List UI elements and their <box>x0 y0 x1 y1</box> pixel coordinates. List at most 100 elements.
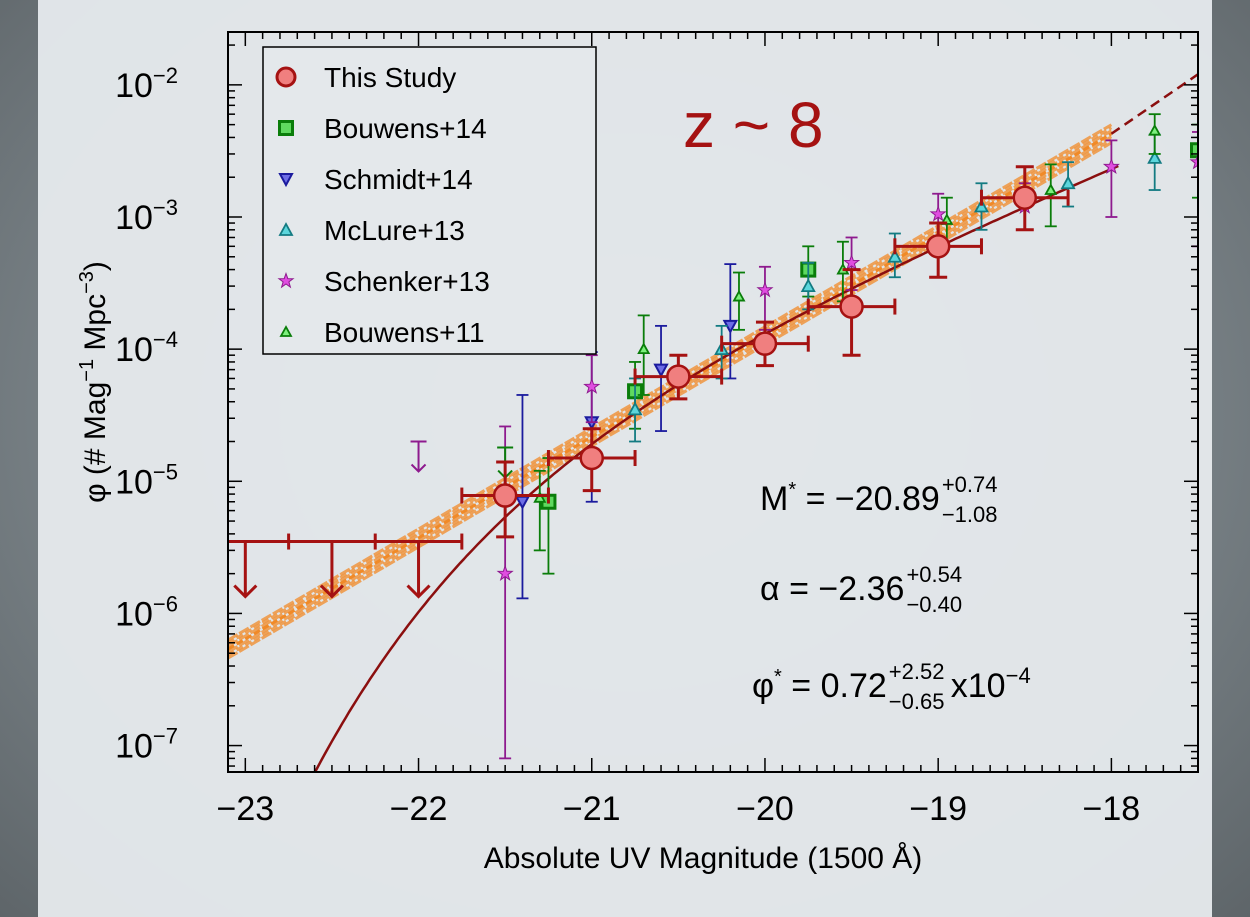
legend-label: Bouwens+14 <box>324 113 487 144</box>
y-tick-exponent: −5 <box>153 459 178 484</box>
schenker-13-upper-limit <box>410 440 427 473</box>
bouwens-11-point <box>1148 113 1162 155</box>
bouwens-11-marker <box>637 342 651 355</box>
schenker-13-marker <box>756 281 774 298</box>
y-tick-label: 10−7 <box>115 724 178 766</box>
schenker-13-point <box>583 354 601 424</box>
y-tick-exponent: −6 <box>153 591 178 616</box>
this-study-point <box>893 221 983 279</box>
y-tick-label: 10−4 <box>115 327 178 369</box>
schenker-13-marker <box>929 205 947 222</box>
x-tick-label: −22 <box>390 790 448 828</box>
mclure-13-marker <box>973 198 989 213</box>
power-law-band-line <box>228 141 1113 660</box>
x-tick-label: −23 <box>216 790 274 828</box>
param-tail-base: x10 <box>951 667 1006 705</box>
schenker-13-limit-arrow-head <box>410 463 427 473</box>
param-symbol: α <box>760 570 780 608</box>
this-study-marker <box>839 294 864 319</box>
y-axis-title-exp: −1 <box>76 359 98 382</box>
y-axis-title-part: ) <box>79 261 112 271</box>
schechter-fit-curve <box>313 164 1119 772</box>
schenker-13-marker <box>1189 153 1198 170</box>
legend-label: Bouwens+11 <box>324 317 485 348</box>
legend-label: Schenker+13 <box>324 266 490 297</box>
x-axis-title: Absolute UV Magnitude (1500 Å) <box>484 842 923 875</box>
param-value: = −20.89 <box>796 480 940 518</box>
y-tick-exponent: −4 <box>153 327 178 352</box>
param-lower-error: −0.40 <box>906 592 962 617</box>
this-study-point <box>806 268 897 357</box>
legend-item-mclure-13: McLure+13 <box>278 215 465 246</box>
param-phistar-text: φ* = 0.72 <box>752 666 887 705</box>
schenker-13-point <box>1102 139 1120 218</box>
this-study-limit-arrow-head <box>233 584 258 599</box>
legend-marker <box>278 173 294 188</box>
schenker-13-marker <box>583 377 601 394</box>
schenker-13-marker <box>496 564 514 581</box>
schenker-13-marker <box>842 253 861 271</box>
y-axis-title-exp: −3 <box>76 271 98 294</box>
mclure-13-marker <box>627 401 643 416</box>
param-mstar-text: M* = −20.89 <box>760 479 940 518</box>
power-law-extension-curve <box>1110 73 1198 135</box>
legend-item-bouwens-11: Bouwens+11 <box>279 317 485 348</box>
param-alpha: α = −2.36 +0.54 −0.40 <box>760 562 962 617</box>
mclure-13-marker <box>800 278 816 292</box>
param-mstar: M* = −20.89 +0.74 −1.08 <box>760 472 997 527</box>
param-upper-error: +0.74 <box>942 472 998 497</box>
param-tail: x10−4 <box>951 663 1031 705</box>
mclure-13-marker <box>1060 175 1076 190</box>
param-symbol: φ <box>752 667 774 705</box>
this-study-marker <box>925 234 951 259</box>
param-tail-exp: −4 <box>1006 663 1031 688</box>
y-tick-label: 10−6 <box>115 591 178 633</box>
y-axis-title: φ (# Mag−1 Mpc−3) <box>76 261 112 503</box>
this-study-limit-arrow-head <box>406 584 431 599</box>
this-study-limit-arrow-head <box>319 584 344 599</box>
this-study-point <box>979 165 1070 232</box>
bouwens-11-marker <box>1044 183 1058 195</box>
param-value: = −2.36 <box>780 570 905 608</box>
this-study-upper-limit <box>375 533 464 599</box>
schenker-13-point <box>756 265 774 331</box>
legend-item-bouwens-14: Bouwens+14 <box>278 113 487 144</box>
redshift-label: z ~ 8 <box>683 89 824 161</box>
this-study-marker <box>752 331 778 356</box>
legend-label: This Study <box>324 62 456 93</box>
legend-marker <box>277 271 295 289</box>
param-superscript: * <box>774 666 782 688</box>
param-symbol: M <box>760 480 788 518</box>
bouwens-11-point <box>533 469 547 552</box>
y-tick-label: 10−5 <box>115 459 178 501</box>
legend-marker <box>279 325 293 337</box>
param-lower-error: −0.65 <box>889 689 945 714</box>
this-study-marker <box>666 364 691 389</box>
power-law-band-line <box>228 126 1113 645</box>
legend-marker <box>275 66 297 88</box>
param-phistar: φ* = 0.72 +2.52 −0.65 x10−4 <box>752 659 1031 714</box>
legend-item-schenker-13: Schenker+13 <box>277 266 490 297</box>
legend-marker <box>278 222 294 236</box>
schmidt-14-marker <box>653 363 669 378</box>
power-law-band-line <box>228 129 1113 648</box>
schenker-13-marker <box>1102 157 1120 175</box>
param-alpha-text: α = −2.36 <box>760 570 904 608</box>
this-study-marker <box>1012 185 1038 210</box>
y-tick-exponent: −7 <box>153 724 178 749</box>
this-study-point <box>633 353 724 401</box>
mclure-13-point <box>627 377 643 443</box>
bouwens-11-point <box>637 314 651 396</box>
schmidt-14-point <box>653 324 669 432</box>
legend-item-schmidt-14: Schmidt+14 <box>278 164 473 195</box>
this-study-point <box>720 320 810 368</box>
mclure-13-marker <box>1147 150 1163 164</box>
y-axis-title-part: Mpc <box>79 294 112 359</box>
x-tick-label: −21 <box>563 790 621 828</box>
power-law-band-line <box>228 135 1113 654</box>
y-tick-label: 10−2 <box>115 63 178 105</box>
mclure-13-marker <box>887 248 903 263</box>
param-lower-error: −1.08 <box>942 502 998 527</box>
bouwens-11-point <box>732 271 746 331</box>
